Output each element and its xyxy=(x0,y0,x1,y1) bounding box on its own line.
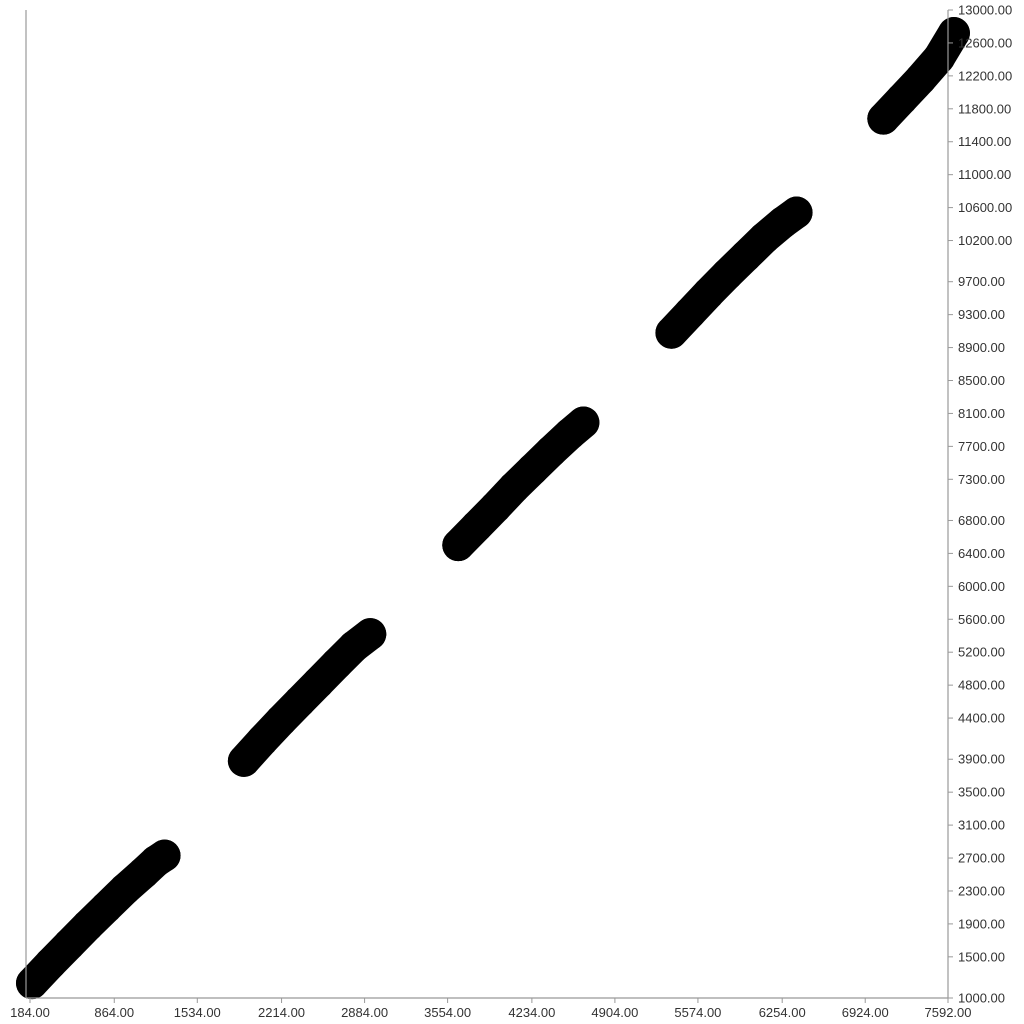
data-points xyxy=(15,17,970,1000)
y-tick-label: 5600.00 xyxy=(958,612,1005,627)
y-tick-label: 12200.00 xyxy=(958,68,1012,83)
y-axis-ticks: 1000.00 1500.00 1900.00 2300.00 2700.00 3100.… xyxy=(948,3,1012,1006)
y-tick-label: 1000.00 xyxy=(958,991,1005,1006)
y-tick-label: 7300.00 xyxy=(958,472,1005,487)
x-tick-label: 5574.00 xyxy=(674,1005,721,1020)
data-point-segment xyxy=(338,618,387,663)
x-tick-label: 2214.00 xyxy=(258,1005,305,1020)
y-tick-label: 2700.00 xyxy=(958,851,1005,866)
y-tick-label: 9700.00 xyxy=(958,274,1005,289)
y-tick-label: 3100.00 xyxy=(958,818,1005,833)
x-axis-ticks: 184.00 864.00 1534.00 2214.00 2884.00 3554.00… xyxy=(10,998,972,1020)
data-point-segment xyxy=(553,406,600,451)
y-tick-label: 4800.00 xyxy=(958,678,1005,693)
y-tick-label: 6800.00 xyxy=(958,513,1005,528)
y-tick-label: 9300.00 xyxy=(958,307,1005,322)
x-tick-label: 4234.00 xyxy=(508,1005,555,1020)
y-tick-label: 11000.00 xyxy=(958,167,1011,182)
x-tick-label: 1534.00 xyxy=(174,1005,221,1020)
y-tick-label: 6400.00 xyxy=(958,546,1005,561)
y-tick-label: 7700.00 xyxy=(958,439,1005,454)
y-tick-label: 6000.00 xyxy=(958,579,1005,594)
x-tick-label: 6924.00 xyxy=(842,1005,889,1020)
y-tick-label: 13000.00 xyxy=(958,3,1012,18)
y-tick-label: 3500.00 xyxy=(958,785,1005,800)
x-tick-label: 7592.00 xyxy=(925,1005,972,1020)
data-point-segment xyxy=(139,839,181,878)
x-tick-label: 864.00 xyxy=(94,1005,134,1020)
y-tick-label: 8500.00 xyxy=(958,373,1005,388)
y-tick-label: 3900.00 xyxy=(958,752,1005,767)
y-tick-label: 2300.00 xyxy=(958,883,1005,898)
y-tick-label: 4400.00 xyxy=(958,711,1005,726)
y-tick-label: 8100.00 xyxy=(958,406,1005,421)
y-tick-label: 12600.00 xyxy=(958,35,1012,50)
x-tick-label: 2884.00 xyxy=(341,1005,388,1020)
x-tick-label: 3554.00 xyxy=(424,1005,471,1020)
y-tick-label: 8900.00 xyxy=(958,340,1005,355)
x-tick-label: 6254.00 xyxy=(759,1005,806,1020)
data-point-segment xyxy=(923,17,970,74)
y-tick-label: 10600.00 xyxy=(958,200,1012,215)
x-tick-label: 184.00 xyxy=(10,1005,50,1020)
y-tick-label: 1900.00 xyxy=(958,916,1005,931)
y-tick-label: 11800.00 xyxy=(958,101,1011,116)
x-tick-label: 4904.00 xyxy=(591,1005,638,1020)
y-tick-label: 5200.00 xyxy=(958,645,1005,660)
y-tick-label: 11400.00 xyxy=(958,134,1011,149)
data-point-segment xyxy=(766,196,813,239)
y-tick-label: 1500.00 xyxy=(958,949,1005,964)
y-tick-label: 10200.00 xyxy=(958,233,1012,248)
